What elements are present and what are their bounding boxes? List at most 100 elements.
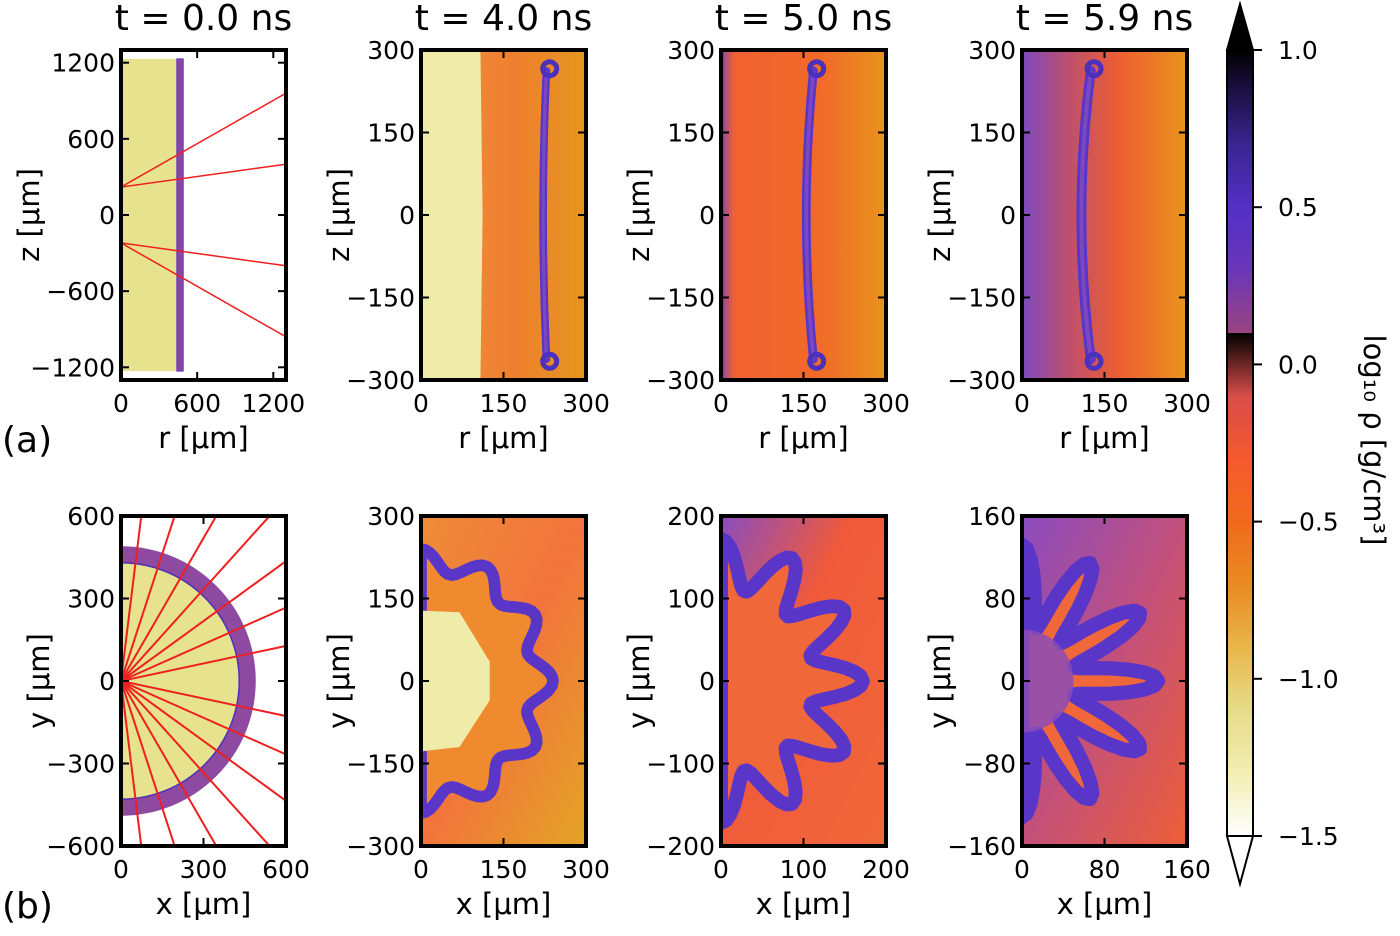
plot-area [721, 50, 886, 380]
y-tick-label: 300 [67, 585, 115, 614]
x-tick-label: 150 [480, 389, 528, 418]
y-tick-label: 600 [67, 502, 115, 531]
x-tick-label: 0 [113, 389, 129, 418]
x-tick-label: 0 [713, 389, 729, 418]
laser-beam-2 [121, 242, 286, 267]
colorbar-extend-bottom [1225, 835, 1255, 888]
y-tick-label: 0 [399, 201, 415, 230]
gas-fill-region [121, 561, 240, 801]
gas-fill-region [121, 58, 177, 372]
laser-beam-1 [121, 516, 176, 682]
x-tick-label: 0 [713, 855, 729, 884]
y-axis-label: y [μm] [322, 633, 356, 729]
y-axis-label: z [μm] [322, 168, 356, 262]
colorbar-tick-label: 0.5 [1278, 193, 1318, 222]
laser-beam-4 [121, 559, 286, 682]
x-tick-label: 300 [1163, 389, 1211, 418]
y-tick-label: −150 [646, 284, 715, 313]
panel-row-b-2: 0 150 300 −300 −150 0 150 300 x [μm] y [μm] [322, 502, 610, 921]
y-tick-label: 300 [667, 36, 715, 65]
panel-row-b-1: 0 300 600 −600 −300 0 300 600 x [μm] y [μm] (b) [2, 502, 310, 927]
x-axis-label: r [μm] [758, 421, 848, 455]
x-tick-label: 600 [262, 855, 310, 884]
y-tick-label: −160 [947, 832, 1016, 861]
x-tick-label: 200 [862, 855, 910, 884]
laser-beam-8 [121, 680, 286, 756]
y-tick-label: 1200 [51, 49, 115, 78]
x-axis-label: r [μm] [458, 421, 548, 455]
shell-core [541, 70, 548, 360]
panel-row-a-1: 0 600 1200 −1200 −600 0 600 1200 r [μm] z [μm] t =… [2, 0, 305, 461]
x-tick-label: 160 [1163, 855, 1211, 884]
laser-beam-12 [121, 680, 176, 846]
laser-beam-10 [121, 680, 271, 846]
y-tick-label: −200 [646, 832, 715, 861]
laser-beam-5 [121, 606, 286, 682]
y-tick-label: −100 [646, 750, 715, 779]
x-tick-label: 150 [1081, 389, 1129, 418]
x-tick-label: 0 [113, 855, 129, 884]
y-tick-label: −150 [346, 750, 415, 779]
colorbar-tick-label: −1.0 [1278, 665, 1339, 694]
x-tick-label: 100 [780, 855, 828, 884]
panel-row-a-3: 0 150 300 −300 −150 0 150 300 r [μm] z [μm] t = 5.… [622, 0, 910, 455]
plot-area [1022, 50, 1187, 380]
x-axis-label: x [μm] [156, 887, 252, 921]
laser-beam-13 [121, 680, 143, 846]
y-tick-label: 300 [367, 36, 415, 65]
y-tick-label: −300 [46, 750, 115, 779]
laser-beam-7 [121, 680, 286, 718]
y-tick-label: 0 [1000, 667, 1016, 696]
y-tick-label: −300 [947, 366, 1016, 395]
laser-beam-0 [121, 516, 143, 682]
shell-tip-curl-1 [1084, 351, 1104, 371]
x-axis-label: r [μm] [158, 421, 248, 455]
colorbar: −1.5 −1.0 −0.5 0.0 0.5 1.0 log₁₀ ρ [g/cm³] [1225, 0, 1391, 888]
y-tick-label: 0 [699, 667, 715, 696]
y-tick-label: 600 [67, 125, 115, 154]
panel-row-b-4: 0 80 160 −160 −80 0 80 160 x [μm] y [μm] [923, 502, 1211, 921]
y-tick-label: −300 [346, 832, 415, 861]
row-label: (b) [2, 886, 53, 927]
panel-title: t = 5.9 ns [1016, 0, 1193, 39]
fuel-core [421, 610, 490, 752]
x-tick-label: 300 [562, 389, 610, 418]
y-tick-label: 100 [667, 585, 715, 614]
plot-area [421, 50, 586, 380]
plot-area [721, 516, 886, 846]
y-tick-label: 200 [667, 502, 715, 531]
x-tick-label: 1200 [241, 389, 305, 418]
y-axis-label: y [μm] [22, 633, 56, 729]
x-tick-label: 600 [173, 389, 221, 418]
central-hot-spot [1022, 629, 1074, 733]
y-tick-label: −300 [646, 366, 715, 395]
x-tick-label: 80 [1089, 855, 1121, 884]
x-tick-label: 300 [562, 855, 610, 884]
shell-tip-curl-1 [540, 351, 560, 371]
colorbar-label: log₁₀ ρ [g/cm³] [1357, 335, 1391, 546]
x-axis-label: x [μm] [1057, 887, 1153, 921]
y-tick-label: −600 [46, 832, 115, 861]
panel-row-a-4: 0 150 300 −300 −150 0 150 300 r [μm] z [μm] t = 5.… [923, 0, 1211, 455]
y-tick-label: 150 [667, 119, 715, 148]
colorbar-tick-label: −0.5 [1278, 508, 1339, 537]
shell-tip-curl-0 [807, 59, 827, 79]
colorbar-tick-label: 0.0 [1278, 350, 1318, 379]
shell-core [804, 70, 816, 360]
y-tick-label: −1200 [30, 353, 115, 382]
y-tick-label: 0 [99, 667, 115, 696]
shell-tip-curl-0 [540, 59, 560, 79]
y-tick-label: 300 [367, 502, 415, 531]
panel-title: t = 5.0 ns [715, 0, 892, 39]
y-axis-label: z [μm] [622, 168, 656, 262]
y-tick-label: 160 [968, 502, 1016, 531]
shell-tip-curl-0 [1084, 59, 1104, 79]
compressed-shell [721, 532, 870, 830]
y-axis-label: z [μm] [12, 168, 46, 262]
x-axis-label: x [μm] [756, 887, 852, 921]
y-axis-label: y [μm] [923, 633, 957, 729]
x-tick-label: 0 [1014, 855, 1030, 884]
plot-area [121, 50, 286, 380]
laser-beam-6 [121, 644, 286, 682]
